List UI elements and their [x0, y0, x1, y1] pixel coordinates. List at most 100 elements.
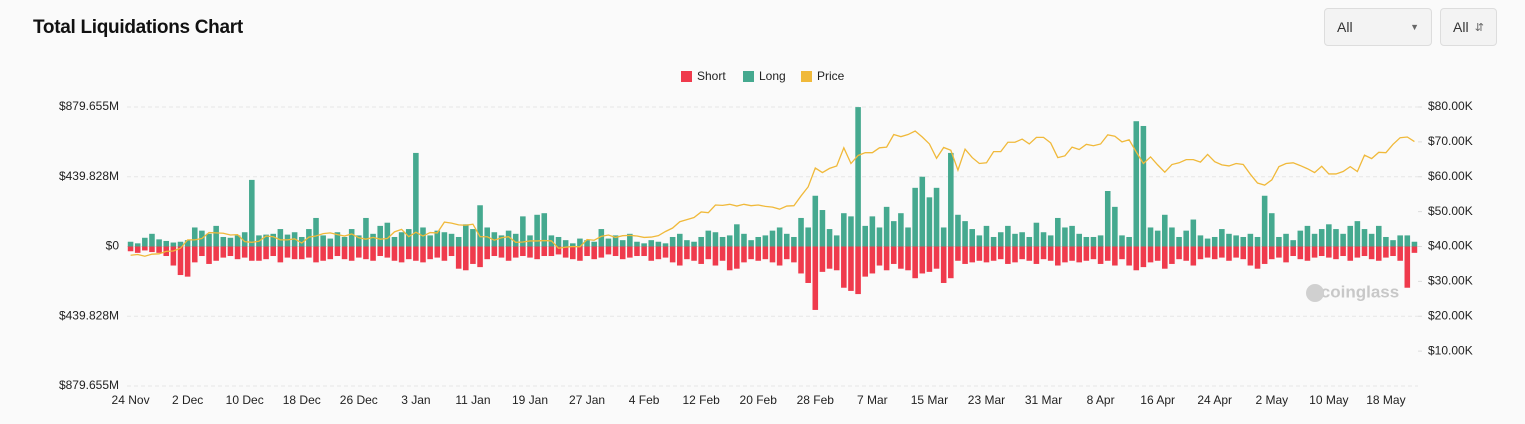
- y-tick-label: $0: [106, 239, 120, 253]
- bar: [1047, 235, 1054, 247]
- bar: [612, 246, 619, 257]
- x-tick-label: 19 Jan: [512, 393, 548, 407]
- bar: [905, 246, 911, 271]
- bar: [783, 233, 790, 247]
- bar: [933, 187, 940, 247]
- bar: [356, 235, 362, 247]
- bar: [755, 246, 762, 261]
- bar: [684, 240, 690, 247]
- bar: [855, 246, 861, 295]
- x-tick-label: 7 Mar: [857, 393, 888, 407]
- bar: [1219, 229, 1225, 247]
- x-tick-label: 16 Apr: [1140, 393, 1175, 407]
- bar: [962, 246, 968, 264]
- bar: [1304, 225, 1311, 247]
- bar: [1226, 246, 1232, 261]
- bar: [1162, 246, 1168, 269]
- bar: [983, 246, 990, 263]
- bar: [263, 246, 269, 260]
- y-tick-label: $879.655M: [59, 99, 119, 113]
- bar: [1290, 246, 1296, 257]
- bar: [1033, 222, 1040, 247]
- x-tick-label: 2 Dec: [172, 393, 203, 407]
- bar: [1354, 221, 1361, 247]
- bar: [170, 246, 177, 266]
- bar: [955, 214, 961, 247]
- bar: [898, 246, 904, 269]
- bar: [177, 241, 184, 247]
- bar: [1390, 240, 1396, 247]
- bar: [256, 246, 262, 261]
- bar: [477, 205, 483, 247]
- bar: [391, 246, 398, 261]
- bar: [990, 246, 997, 261]
- bar: [1404, 246, 1411, 288]
- bar: [142, 246, 148, 251]
- bar: [719, 246, 726, 261]
- x-tick-label: 18 May: [1366, 393, 1405, 407]
- bar: [1318, 229, 1325, 247]
- x-tick-label: 31 Mar: [1025, 393, 1062, 407]
- bar: [184, 240, 191, 247]
- bar: [1076, 233, 1082, 247]
- bar: [676, 246, 683, 266]
- bar: [1368, 246, 1375, 260]
- bar: [1397, 246, 1403, 261]
- bar: [662, 246, 669, 258]
- x-tick-label: 8 Apr: [1087, 393, 1115, 407]
- bar: [1104, 246, 1111, 261]
- bar: [684, 246, 690, 260]
- bar: [1133, 121, 1140, 247]
- bar: [1183, 246, 1189, 261]
- bar: [1311, 233, 1318, 247]
- interval-select[interactable]: All ⇵: [1440, 8, 1497, 46]
- bar: [505, 230, 512, 247]
- bar: [748, 240, 754, 247]
- bar: [405, 229, 412, 247]
- bar: [791, 236, 797, 247]
- bar: [1368, 233, 1375, 247]
- bar: [1026, 236, 1033, 247]
- bar: [577, 246, 583, 261]
- bar: [441, 232, 448, 247]
- bar: [612, 235, 619, 247]
- bar: [1361, 229, 1368, 247]
- bar: [798, 217, 804, 247]
- legend-swatch: [681, 71, 692, 82]
- bar: [277, 229, 284, 247]
- bar: [1204, 238, 1211, 247]
- bar: [470, 246, 476, 264]
- bar: [1240, 246, 1247, 260]
- bar: [1047, 246, 1054, 261]
- bar: [284, 234, 291, 247]
- bar: [1261, 246, 1268, 264]
- bar: [869, 216, 876, 247]
- updown: ⇵: [1474, 21, 1484, 34]
- bar: [969, 246, 975, 263]
- range-select[interactable]: All ▼: [1324, 8, 1432, 46]
- bar: [826, 246, 833, 269]
- bar: [1083, 236, 1090, 247]
- x-tick-label: 12 Feb: [682, 393, 720, 407]
- bar: [1333, 246, 1339, 260]
- bar: [520, 216, 526, 247]
- x-tick-label: 20 Feb: [740, 393, 778, 407]
- bar: [291, 246, 298, 260]
- bar: [1140, 246, 1147, 268]
- bar: [249, 246, 255, 261]
- bar: [284, 246, 291, 258]
- bar: [983, 225, 990, 247]
- bar: [748, 246, 754, 260]
- x-tick-label: 10 Dec: [226, 393, 264, 407]
- legend-label: Short: [697, 69, 726, 83]
- bar: [819, 210, 826, 247]
- bar: [698, 246, 704, 264]
- chart-title: Total Liquidations Chart: [33, 17, 244, 38]
- bar: [1104, 190, 1111, 247]
- bar: [655, 241, 662, 247]
- bar: [1233, 235, 1239, 247]
- bar: [370, 233, 376, 247]
- range-select-label: All: [1337, 19, 1353, 35]
- bar: [127, 246, 134, 252]
- y-tick-label: $439.828M: [59, 169, 119, 183]
